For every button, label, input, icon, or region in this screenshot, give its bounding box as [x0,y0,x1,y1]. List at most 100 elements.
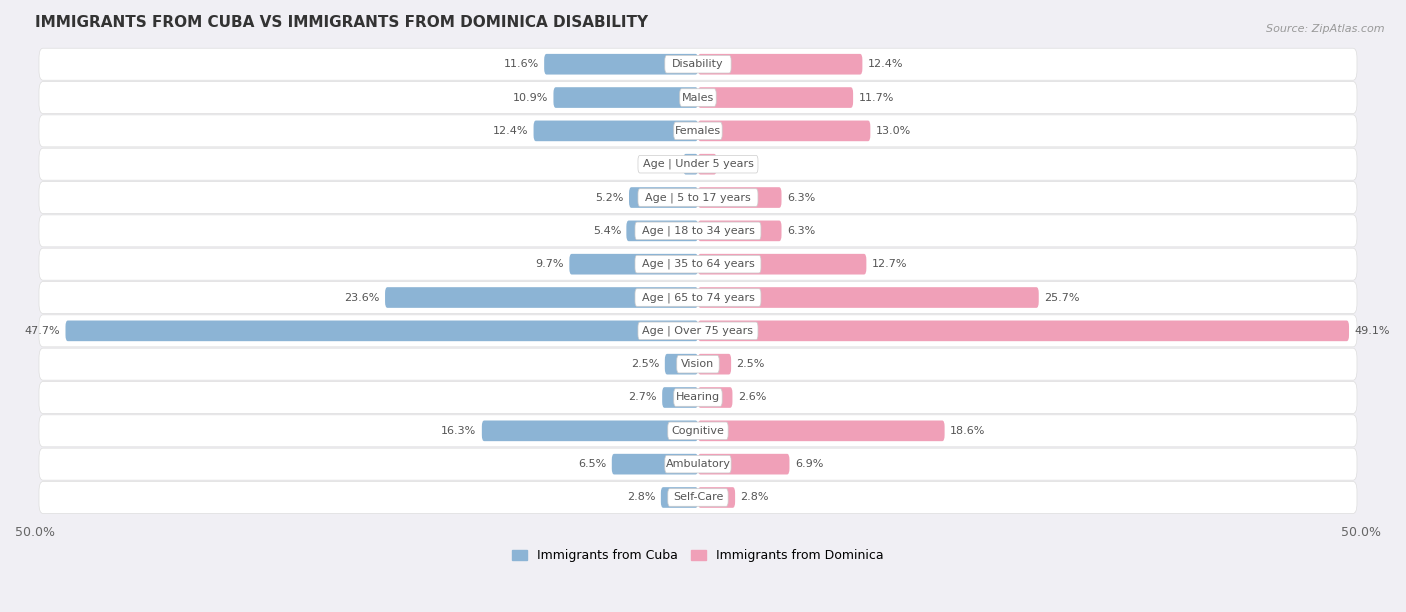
Text: 10.9%: 10.9% [513,92,548,103]
Text: 13.0%: 13.0% [876,126,911,136]
FancyBboxPatch shape [665,354,697,375]
FancyBboxPatch shape [638,155,758,173]
FancyBboxPatch shape [39,415,1357,447]
Text: 5.4%: 5.4% [593,226,621,236]
FancyBboxPatch shape [697,354,731,375]
Text: Males: Males [682,92,714,103]
FancyBboxPatch shape [697,321,1348,341]
Text: Disability: Disability [672,59,724,69]
FancyBboxPatch shape [697,187,782,208]
FancyBboxPatch shape [697,54,862,75]
Text: 6.9%: 6.9% [794,459,823,469]
FancyBboxPatch shape [697,121,870,141]
FancyBboxPatch shape [668,489,728,506]
Text: 6.3%: 6.3% [787,226,815,236]
Text: 12.7%: 12.7% [872,259,907,269]
FancyBboxPatch shape [697,487,735,508]
Text: 5.2%: 5.2% [595,193,624,203]
FancyBboxPatch shape [636,255,761,273]
FancyBboxPatch shape [662,387,697,408]
FancyBboxPatch shape [697,254,866,275]
FancyBboxPatch shape [673,389,723,406]
FancyBboxPatch shape [533,121,697,141]
FancyBboxPatch shape [39,482,1357,513]
FancyBboxPatch shape [665,56,731,73]
FancyBboxPatch shape [626,220,697,241]
FancyBboxPatch shape [569,254,697,275]
FancyBboxPatch shape [636,222,761,240]
Text: 12.4%: 12.4% [492,126,529,136]
Text: 2.5%: 2.5% [737,359,765,369]
Text: Source: ZipAtlas.com: Source: ZipAtlas.com [1267,24,1385,34]
FancyBboxPatch shape [39,248,1357,280]
FancyBboxPatch shape [697,154,717,174]
Text: Cognitive: Cognitive [672,426,724,436]
Text: 1.4%: 1.4% [721,159,751,169]
FancyBboxPatch shape [665,455,731,473]
FancyBboxPatch shape [697,287,1039,308]
FancyBboxPatch shape [673,122,723,140]
Text: 47.7%: 47.7% [24,326,60,336]
FancyBboxPatch shape [679,89,716,106]
FancyBboxPatch shape [638,322,758,340]
Text: 49.1%: 49.1% [1354,326,1389,336]
FancyBboxPatch shape [661,487,697,508]
Text: Age | 65 to 74 years: Age | 65 to 74 years [641,293,755,303]
Text: Age | 18 to 34 years: Age | 18 to 34 years [641,226,755,236]
FancyBboxPatch shape [385,287,697,308]
FancyBboxPatch shape [554,88,697,108]
Text: Females: Females [675,126,721,136]
Text: IMMIGRANTS FROM CUBA VS IMMIGRANTS FROM DOMINICA DISABILITY: IMMIGRANTS FROM CUBA VS IMMIGRANTS FROM … [35,15,648,30]
FancyBboxPatch shape [697,420,945,441]
FancyBboxPatch shape [697,220,782,241]
Text: 2.8%: 2.8% [627,493,655,502]
FancyBboxPatch shape [39,315,1357,347]
FancyBboxPatch shape [39,282,1357,313]
FancyBboxPatch shape [482,420,697,441]
Text: 12.4%: 12.4% [868,59,903,69]
Text: 2.5%: 2.5% [631,359,659,369]
FancyBboxPatch shape [676,356,720,373]
Text: 11.7%: 11.7% [859,92,894,103]
FancyBboxPatch shape [668,422,728,439]
Text: Self-Care: Self-Care [673,493,723,502]
Text: 2.6%: 2.6% [738,392,766,403]
Text: 23.6%: 23.6% [344,293,380,302]
Text: 1.1%: 1.1% [650,159,678,169]
Text: Age | Under 5 years: Age | Under 5 years [643,159,754,170]
Text: 9.7%: 9.7% [536,259,564,269]
Legend: Immigrants from Cuba, Immigrants from Dominica: Immigrants from Cuba, Immigrants from Do… [508,544,889,567]
Text: Age | 5 to 17 years: Age | 5 to 17 years [645,192,751,203]
Text: 2.8%: 2.8% [741,493,769,502]
Text: 6.5%: 6.5% [578,459,606,469]
FancyBboxPatch shape [39,148,1357,180]
Text: 16.3%: 16.3% [441,426,477,436]
Text: 25.7%: 25.7% [1045,293,1080,302]
FancyBboxPatch shape [638,188,758,206]
FancyBboxPatch shape [697,454,789,474]
FancyBboxPatch shape [697,88,853,108]
FancyBboxPatch shape [39,348,1357,380]
Text: 2.7%: 2.7% [628,392,657,403]
FancyBboxPatch shape [39,448,1357,480]
FancyBboxPatch shape [66,321,697,341]
FancyBboxPatch shape [612,454,697,474]
FancyBboxPatch shape [697,387,733,408]
FancyBboxPatch shape [39,215,1357,247]
FancyBboxPatch shape [39,182,1357,214]
Text: 11.6%: 11.6% [503,59,538,69]
Text: Age | Over 75 years: Age | Over 75 years [643,326,754,336]
Text: Age | 35 to 64 years: Age | 35 to 64 years [641,259,755,269]
FancyBboxPatch shape [544,54,697,75]
FancyBboxPatch shape [39,115,1357,147]
Text: Hearing: Hearing [676,392,720,403]
Text: 18.6%: 18.6% [950,426,986,436]
Text: Ambulatory: Ambulatory [665,459,731,469]
FancyBboxPatch shape [636,289,761,306]
FancyBboxPatch shape [628,187,697,208]
FancyBboxPatch shape [39,381,1357,414]
Text: 6.3%: 6.3% [787,193,815,203]
Text: Vision: Vision [682,359,714,369]
FancyBboxPatch shape [39,81,1357,114]
FancyBboxPatch shape [39,48,1357,80]
